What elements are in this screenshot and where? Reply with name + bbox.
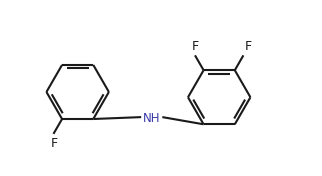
Text: F: F (51, 137, 58, 150)
Text: NH: NH (143, 112, 160, 125)
Text: F: F (192, 40, 199, 53)
Text: F: F (245, 40, 252, 53)
